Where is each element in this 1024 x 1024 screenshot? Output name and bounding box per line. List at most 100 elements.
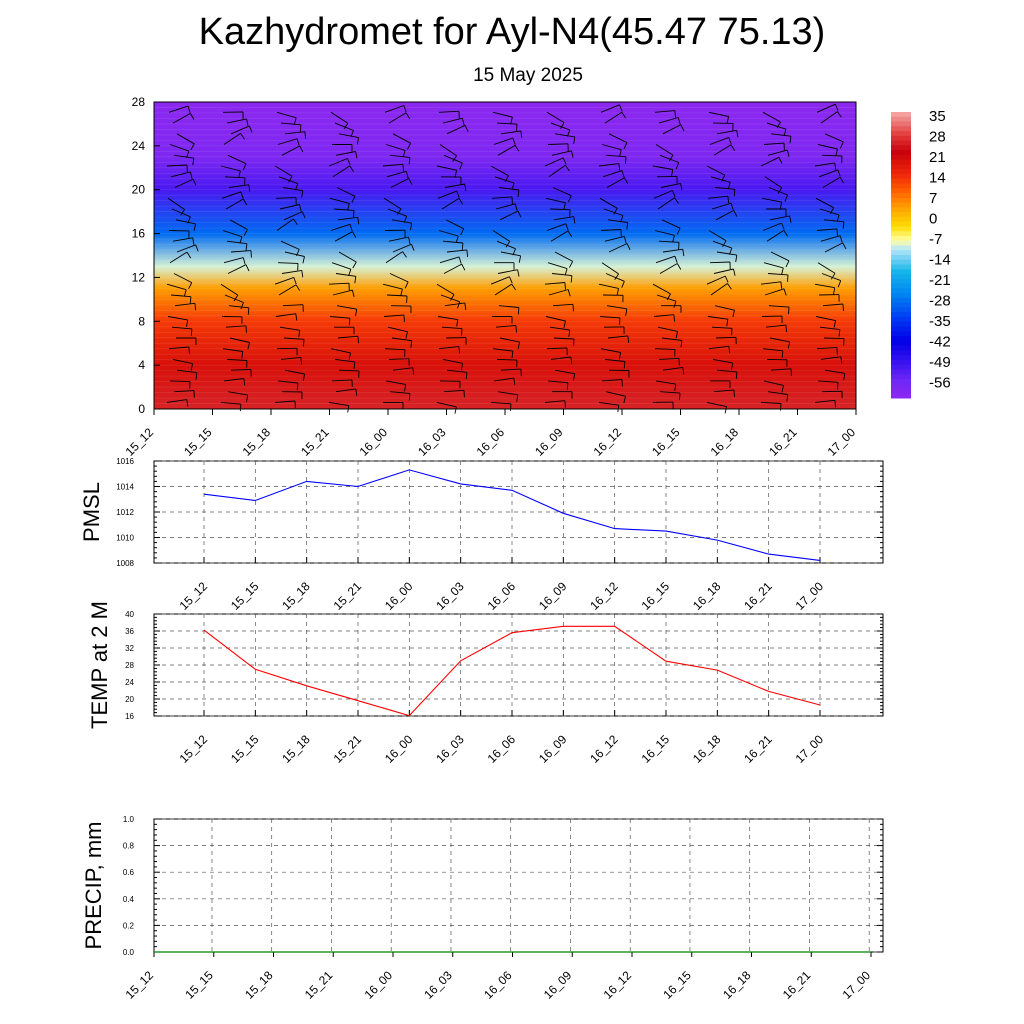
wind-barb — [280, 240, 300, 250]
wind-barb-flag — [567, 230, 573, 238]
x-tick-label: 16_21 — [741, 579, 775, 613]
wind-barb — [170, 294, 191, 298]
wind-barb — [335, 388, 356, 393]
temperature-field — [154, 102, 856, 409]
wind-barb-flag — [618, 352, 622, 360]
wind-barb — [711, 326, 733, 329]
wind-barb-flag — [405, 171, 409, 179]
y-tick-label: 32 — [125, 644, 134, 653]
wind-barb — [439, 256, 460, 264]
wind-barb-flag — [621, 170, 625, 178]
colorbar-swatch — [891, 188, 911, 194]
wind-barb-flag — [722, 240, 727, 248]
wind-barb — [223, 378, 244, 382]
wind-barb — [331, 262, 352, 270]
wind-barb-flag — [733, 268, 736, 276]
colorbar-label: 14 — [929, 170, 946, 187]
wind-barb — [228, 305, 249, 309]
wind-barb — [441, 326, 463, 330]
wind-barb — [554, 251, 573, 262]
wind-barb-flag — [353, 361, 356, 369]
wind-barb-flag — [619, 317, 621, 325]
wind-barb-flag — [682, 367, 685, 375]
wind-barb-flag — [666, 293, 671, 301]
wind-barb-flag — [243, 229, 248, 236]
wind-barb — [175, 219, 196, 225]
temp-2m-panel: 16 20 24 28 32 36 40 15_12 15_15 15_18 15_21 16_00 1… — [87, 601, 884, 766]
colorbar-swatch — [891, 135, 911, 142]
wind-barb-flag — [248, 125, 253, 133]
wind-barb — [713, 268, 734, 274]
colorbar-label: -56 — [929, 375, 951, 392]
colorbar-swatch — [891, 207, 911, 213]
x-tick-label: 16_00 — [357, 425, 391, 459]
wind-barb-flag — [452, 155, 457, 162]
y-tick-label: 0 — [138, 402, 145, 416]
wind-barb — [500, 251, 521, 257]
wind-barb-flag — [520, 130, 523, 138]
wind-barb-flag — [830, 273, 836, 280]
wind-barb — [388, 112, 407, 124]
colorbar-label: 35 — [929, 108, 946, 125]
wind-barb-flag — [516, 394, 519, 402]
wind-barb — [392, 243, 412, 253]
wind-barb — [438, 346, 459, 350]
wind-barb-flag — [460, 228, 465, 236]
colorbar-swatch — [891, 378, 911, 385]
wind-barb — [822, 176, 841, 188]
wind-barb-flag — [405, 112, 411, 120]
wind-barb — [550, 230, 569, 242]
wind-barb-flag — [730, 203, 734, 211]
wind-barb — [814, 162, 835, 167]
wind-barb-flag — [353, 210, 355, 218]
wind-barb-flag — [563, 320, 566, 328]
x-tick-label: 16_00 — [382, 732, 416, 766]
wind-barb-flag — [240, 302, 244, 310]
wind-barb-flag — [680, 124, 685, 132]
wind-barb — [275, 313, 296, 317]
wind-barb — [227, 154, 247, 165]
wind-barb-flag — [458, 198, 464, 205]
wind-barb — [495, 325, 516, 328]
y-tick-label: 1014 — [116, 483, 134, 492]
wind-barb — [229, 219, 248, 230]
wind-barb — [546, 111, 565, 123]
wind-barb — [388, 236, 409, 242]
wind-barb-flag — [299, 124, 302, 132]
wind-barb — [220, 283, 239, 296]
x-tick-label: 15_12 — [177, 579, 211, 613]
x-tick-label: 17_00 — [793, 732, 827, 766]
wind-barb — [599, 197, 618, 209]
wind-barb-flag — [245, 264, 250, 272]
wind-barb — [338, 133, 359, 139]
wind-barb — [604, 111, 623, 124]
wind-barb-flag — [568, 329, 571, 337]
wind-barb-flag — [518, 255, 522, 263]
wind-barb-flag — [721, 174, 726, 182]
wind-barb-flag — [733, 189, 736, 197]
wind-barb — [275, 197, 297, 199]
wind-barb-flag — [566, 129, 571, 137]
wind-barb-flag — [248, 184, 251, 192]
wind-barb-flag — [836, 228, 838, 236]
wind-barb — [490, 276, 510, 285]
wind-barb-flag — [189, 296, 192, 304]
wind-barb-flag — [293, 218, 298, 226]
wind-barb-flag — [682, 249, 685, 257]
wind-barb-flag — [621, 111, 626, 119]
wind-barb-flag — [625, 156, 627, 164]
wind-barb-flag — [189, 171, 193, 179]
wind-barb — [334, 231, 353, 242]
wind-barb-flag — [302, 373, 306, 381]
series-line — [203, 625, 821, 717]
wind-barb — [334, 358, 355, 363]
x-tick-label: 16_09 — [536, 579, 570, 613]
time-height-panel: 0 4 8 12 16 20 24 28 15_12 15_15 15_18 15_21 16_00 16… — [123, 95, 859, 459]
wind-barb-flag — [788, 307, 790, 315]
wind-barb-flag — [830, 207, 835, 215]
wind-barb-flag — [680, 340, 683, 348]
colorbar-label: 28 — [929, 129, 946, 146]
wind-barb-flag — [293, 117, 297, 125]
wind-barb-flag — [786, 149, 790, 158]
wind-barb — [712, 358, 733, 364]
